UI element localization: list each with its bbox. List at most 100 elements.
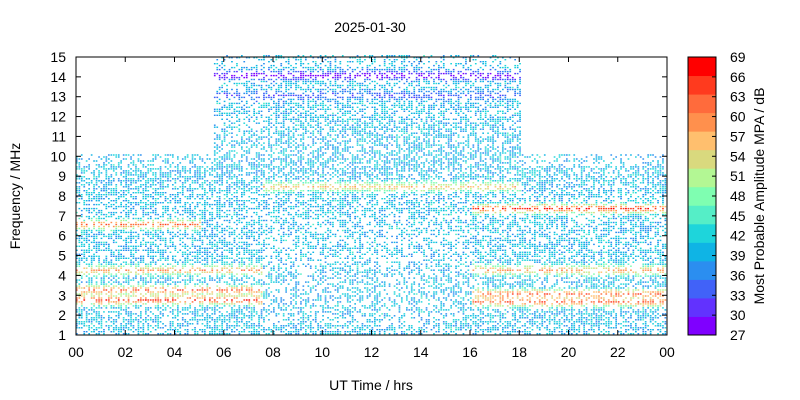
heatmap-cell — [115, 194, 118, 196]
heatmap-cell — [268, 243, 270, 246]
heatmap-cell — [76, 311, 78, 313]
heatmap-cell — [223, 174, 226, 176]
heatmap-cell — [255, 221, 258, 224]
heatmap-cell — [194, 319, 196, 321]
heatmap-cell — [236, 63, 238, 65]
heatmap-cell — [127, 295, 130, 297]
heatmap-cell — [223, 245, 226, 247]
heatmap-cell — [209, 327, 211, 329]
heatmap-cell — [191, 317, 194, 319]
heatmap-cell — [167, 184, 169, 186]
heatmap-cell — [268, 66, 270, 69]
heatmap-cell — [250, 162, 253, 164]
heatmap-cell — [162, 309, 164, 311]
heatmap-cell — [164, 207, 167, 210]
heatmap-cell — [209, 223, 211, 226]
heatmap-cell — [140, 279, 142, 281]
heatmap-cell — [147, 289, 150, 291]
heatmap-cell — [287, 94, 290, 97]
heatmap-cell — [255, 301, 258, 303]
heatmap-cell — [211, 196, 214, 198]
heatmap-cell — [179, 249, 182, 251]
heatmap-cell — [233, 70, 236, 73]
heatmap-cell — [218, 237, 221, 240]
heatmap-cell — [127, 186, 130, 188]
heatmap-cell — [270, 122, 273, 124]
heatmap-cell — [103, 190, 105, 192]
heatmap-cell — [179, 271, 182, 273]
heatmap-cell — [186, 207, 189, 210]
heatmap-cell — [231, 78, 233, 81]
heatmap-cell — [290, 279, 292, 281]
heatmap-cell — [135, 188, 137, 190]
heatmap-cell — [255, 174, 258, 176]
heatmap-cell — [122, 319, 125, 321]
heatmap-cell — [140, 311, 142, 313]
heatmap-cell — [172, 188, 174, 190]
heatmap-cell — [117, 192, 120, 194]
heatmap-cell — [243, 273, 246, 275]
heatmap-cell — [112, 213, 115, 216]
heatmap-cell — [282, 235, 285, 238]
heatmap-cell — [108, 162, 110, 164]
heatmap-cell — [191, 233, 194, 236]
heatmap-cell — [110, 255, 113, 257]
heatmap-cell — [157, 225, 159, 228]
heatmap-cell — [226, 200, 228, 202]
heatmap-cell — [186, 253, 189, 255]
heatmap-cell — [154, 287, 157, 289]
heatmap-cell — [122, 186, 125, 188]
heatmap-cell — [206, 229, 209, 232]
heatmap-cell — [277, 184, 280, 186]
heatmap-cell — [287, 136, 290, 138]
heatmap-cell — [164, 295, 167, 297]
heatmap-cell — [260, 200, 263, 202]
heatmap-cell — [189, 297, 191, 299]
heatmap-cell — [277, 289, 280, 291]
heatmap-cell — [152, 233, 154, 236]
heatmap-cell — [80, 180, 83, 182]
heatmap-cell — [122, 281, 125, 283]
heatmap-cell — [243, 275, 246, 277]
heatmap-cell — [159, 227, 162, 230]
heatmap-cell — [167, 245, 169, 247]
heatmap-cell — [76, 279, 78, 281]
heatmap-cell — [273, 215, 275, 218]
heatmap-cell — [245, 211, 248, 214]
heatmap-cell — [265, 255, 268, 257]
heatmap-cell — [142, 188, 145, 190]
heatmap-cell — [253, 132, 255, 134]
heatmap-cell — [223, 136, 226, 138]
heatmap-cell — [174, 281, 177, 283]
heatmap-cell — [172, 305, 174, 307]
heatmap-cell — [85, 259, 88, 261]
heatmap-cell — [95, 255, 98, 257]
heatmap-cell — [147, 263, 150, 265]
heatmap-cell — [248, 136, 251, 138]
heatmap-cell — [204, 215, 206, 218]
heatmap-cell — [250, 311, 253, 313]
heatmap-cell — [280, 275, 283, 277]
heatmap-cell — [201, 178, 204, 180]
heatmap-cell — [93, 311, 95, 313]
heatmap-cell — [250, 198, 253, 200]
heatmap-cell — [199, 178, 201, 180]
heatmap-cell — [265, 80, 268, 83]
heatmap-cell — [100, 217, 103, 220]
heatmap-cell — [204, 202, 206, 204]
heatmap-cell — [223, 239, 226, 242]
heatmap-cell — [282, 148, 285, 150]
heatmap-cell — [228, 102, 231, 105]
heatmap-cell — [268, 231, 270, 234]
heatmap-cell — [223, 319, 226, 321]
heatmap-cell — [243, 231, 246, 234]
heatmap-cell — [112, 207, 115, 210]
heatmap-cell — [95, 164, 98, 166]
heatmap-cell — [142, 215, 145, 218]
heatmap-cell — [245, 66, 248, 69]
heatmap-cell — [216, 293, 219, 295]
heatmap-cell — [260, 114, 263, 116]
heatmap-cell — [172, 313, 174, 315]
heatmap-cell — [241, 196, 243, 198]
heatmap-cell — [80, 225, 83, 228]
